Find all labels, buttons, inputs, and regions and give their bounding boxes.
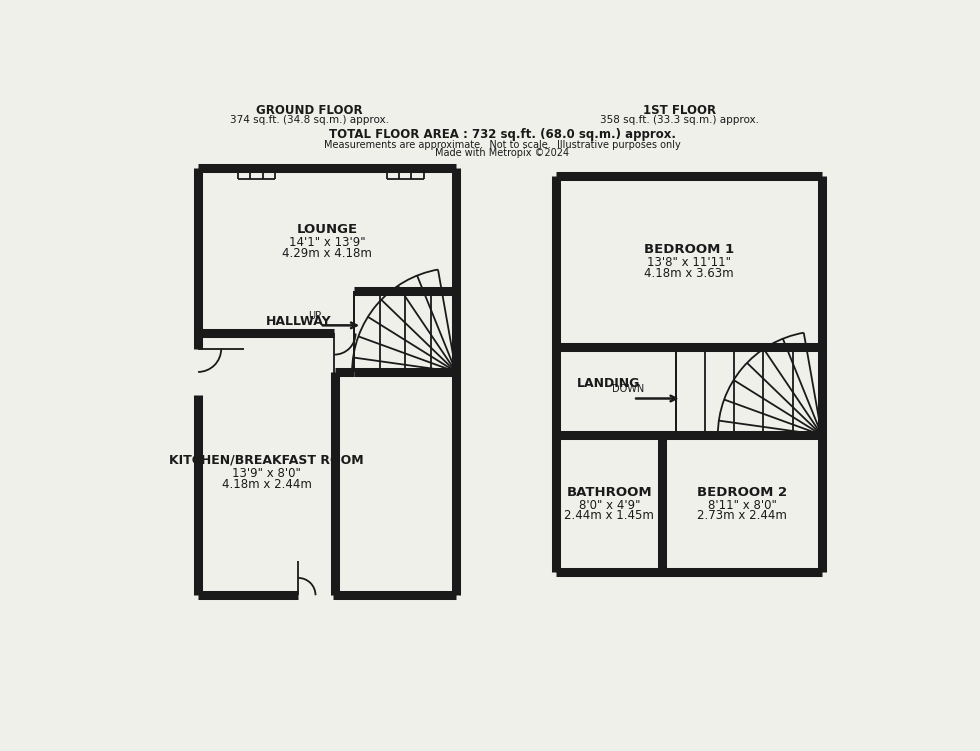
Text: 2.44m x 1.45m: 2.44m x 1.45m [564, 509, 655, 523]
Text: TOTAL FLOOR AREA : 732 sq.ft. (68.0 sq.m.) approx.: TOTAL FLOOR AREA : 732 sq.ft. (68.0 sq.m… [328, 128, 676, 141]
Text: LANDING: LANDING [576, 376, 640, 390]
Text: 4.29m x 4.18m: 4.29m x 4.18m [282, 247, 372, 260]
Text: DOWN: DOWN [612, 385, 644, 394]
Text: HALLWAY: HALLWAY [266, 315, 331, 328]
Text: 13'9" x 8'0": 13'9" x 8'0" [232, 467, 301, 480]
Text: 358 sq.ft. (33.3 sq.m.) approx.: 358 sq.ft. (33.3 sq.m.) approx. [600, 115, 759, 125]
Text: 1ST FLOOR: 1ST FLOOR [643, 104, 716, 116]
Text: Made with Metropix ©2024: Made with Metropix ©2024 [435, 148, 569, 158]
Text: 2.73m x 2.44m: 2.73m x 2.44m [697, 509, 787, 523]
Text: BEDROOM 2: BEDROOM 2 [697, 486, 787, 499]
Text: KITCHEN/BREAKFAST ROOM: KITCHEN/BREAKFAST ROOM [170, 454, 364, 467]
Text: Measurements are approximate.  Not to scale.  Illustrative purposes only: Measurements are approximate. Not to sca… [323, 140, 681, 149]
Text: BATHROOM: BATHROOM [566, 486, 652, 499]
Text: 8'11" x 8'0": 8'11" x 8'0" [708, 499, 776, 511]
Text: BEDROOM 1: BEDROOM 1 [644, 243, 734, 256]
Text: 374 sq.ft. (34.8 sq.m.) approx.: 374 sq.ft. (34.8 sq.m.) approx. [230, 115, 389, 125]
Text: 8'0" x 4'9": 8'0" x 4'9" [578, 499, 640, 511]
Text: 13'8" x 11'11": 13'8" x 11'11" [647, 256, 731, 269]
Text: 14'1" x 13'9": 14'1" x 13'9" [289, 236, 366, 249]
Text: 4.18m x 3.63m: 4.18m x 3.63m [644, 267, 734, 280]
Text: LOUNGE: LOUNGE [297, 223, 358, 236]
Text: GROUND FLOOR: GROUND FLOOR [257, 104, 363, 116]
Text: 4.18m x 2.44m: 4.18m x 2.44m [221, 478, 312, 491]
Text: UP: UP [308, 311, 320, 321]
